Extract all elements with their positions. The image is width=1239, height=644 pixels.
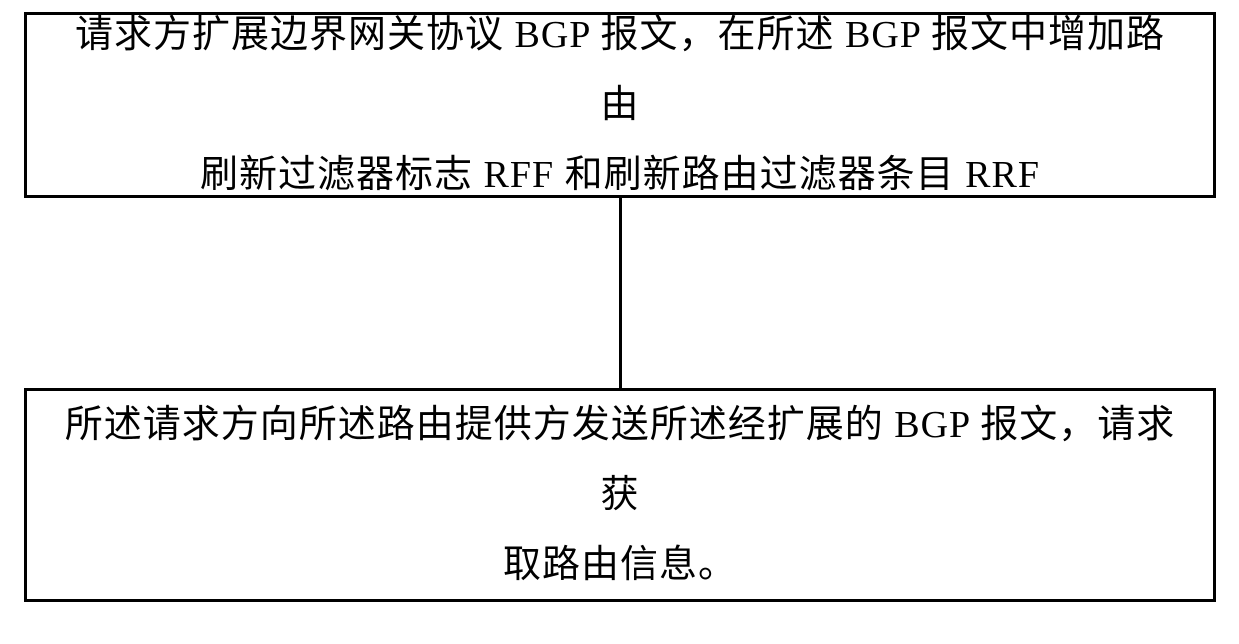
box-2-line-2: 取路由信息。: [503, 530, 737, 600]
flowchart-container: 请求方扩展边界网关协议 BGP 报文，在所述 BGP 报文中增加路由 刷新过滤器…: [24, 12, 1216, 602]
flowchart-box-1: 请求方扩展边界网关协议 BGP 报文，在所述 BGP 报文中增加路由 刷新过滤器…: [24, 12, 1216, 198]
flowchart-box-2: 所述请求方向所述路由提供方发送所述经扩展的 BGP 报文，请求获 取路由信息。: [24, 388, 1216, 602]
box-1-line-2: 刷新过滤器标志 RFF 和刷新路由过滤器条目 RRF: [200, 140, 1040, 210]
flowchart-connector: [619, 198, 622, 388]
box-1-line-1: 请求方扩展边界网关协议 BGP 报文，在所述 BGP 报文中增加路由: [57, 0, 1183, 140]
box-2-line-1: 所述请求方向所述路由提供方发送所述经扩展的 BGP 报文，请求获: [57, 390, 1183, 531]
